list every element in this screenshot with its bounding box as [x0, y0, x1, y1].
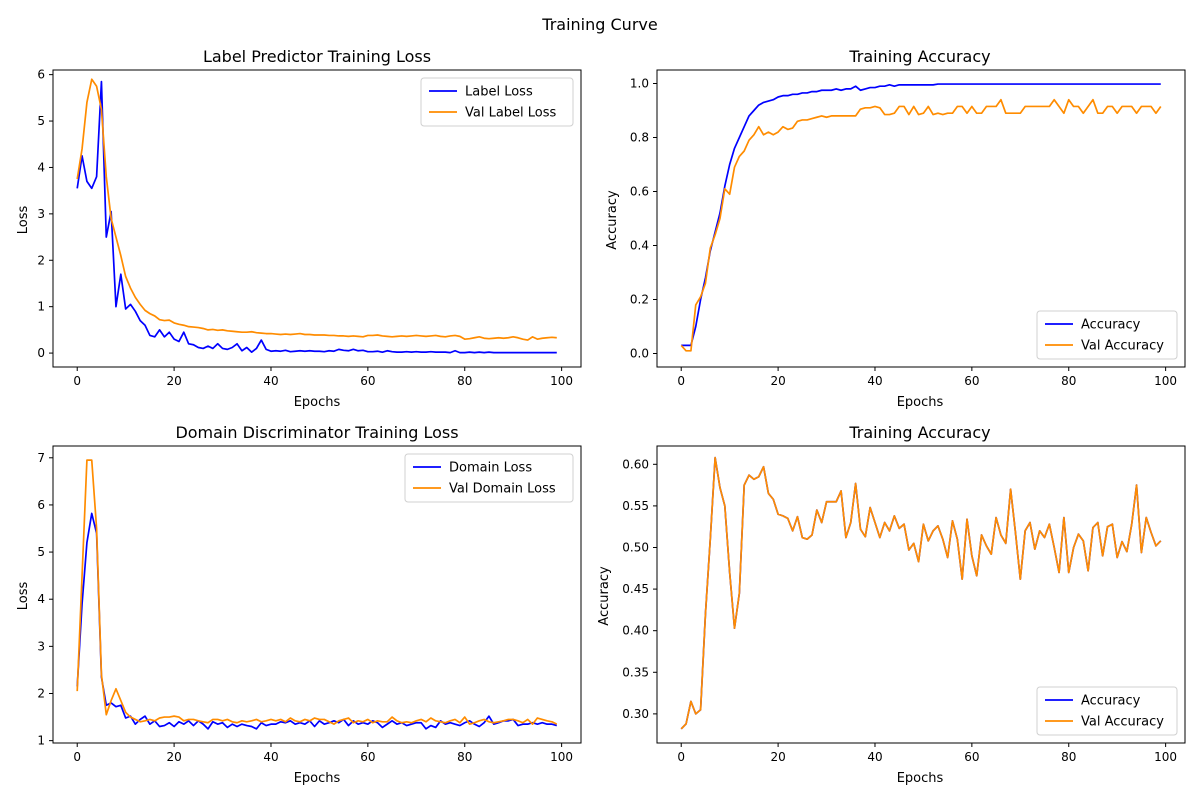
domain-accuracy-legend: Accuracy Val Accuracy [1036, 686, 1178, 736]
training-accuracy-y-tick-label: 0.8 [630, 131, 649, 145]
label-loss-legend-box [420, 77, 574, 127]
training-accuracy-chart-ylabel: Accuracy [605, 190, 620, 250]
domain-loss-x-tick-label: 20 [166, 750, 181, 764]
label-loss-legend-label: Label Loss [465, 85, 533, 100]
domain-accuracy-y-tick-label: 0.45 [622, 582, 649, 596]
training-accuracy-x-tick-label: 100 [1154, 374, 1177, 388]
label-loss-x-tick-label: 40 [263, 374, 278, 388]
training-accuracy-x-tick-label: 40 [867, 374, 882, 388]
training-accuracy-x-tick-label: 20 [770, 374, 785, 388]
training-accuracy-legend-label: Accuracy [1081, 318, 1141, 333]
training-accuracy-x-tick-label: 0 [677, 374, 685, 388]
domain-accuracy-y-tick-label: 0.55 [622, 499, 649, 513]
label-loss-y-tick-label: 1 [37, 300, 45, 314]
domain-accuracy-x-tick-label: 80 [1061, 750, 1076, 764]
domain-loss-legend-label: Val Domain Loss [449, 482, 556, 497]
label-loss-y-tick-label: 5 [37, 114, 45, 128]
domain-accuracy-x-tick-label: 40 [867, 750, 882, 764]
domain-loss-legend-box [404, 453, 574, 503]
domain-loss-axes-frame [52, 445, 582, 744]
label-loss-x-tick-label: 0 [73, 374, 81, 388]
training-accuracy-series-train-line [681, 83, 1161, 347]
domain-loss-x-tick-label: 100 [550, 750, 573, 764]
domain-accuracy-y-tick-label: 0.50 [622, 540, 649, 554]
label-loss-x-tick-label: 100 [550, 374, 573, 388]
domain-loss-x-tick-label: 60 [360, 750, 375, 764]
domain-accuracy-x-tick-label: 20 [770, 750, 785, 764]
label-loss-legend: Label Loss Val Label Loss [420, 77, 574, 127]
domain-accuracy-series-val-line [680, 456, 1162, 730]
domain-accuracy-y-tick-label: 0.40 [622, 624, 649, 638]
training-accuracy-y-tick-label: 0.2 [630, 293, 649, 307]
domain-accuracy-x-tick-label: 0 [677, 750, 685, 764]
label-loss-series-train-line [76, 80, 557, 354]
training-accuracy-y-tick-label: 0.0 [630, 347, 649, 361]
domain-accuracy-x-tick-label: 100 [1154, 750, 1177, 764]
label-loss-chart-title: Label Predictor Training Loss [203, 47, 431, 66]
domain-loss-y-tick-label: 4 [37, 592, 45, 606]
domain-accuracy-legend-label: Val Accuracy [1081, 715, 1164, 730]
domain-accuracy-x-tick-label: 60 [964, 750, 979, 764]
domain-loss-chart-xlabel: Epochs [294, 771, 341, 786]
domain-accuracy-legend-label: Accuracy [1081, 694, 1141, 709]
domain-loss-x-tick-label: 40 [263, 750, 278, 764]
domain-loss-y-tick-label: 7 [37, 451, 45, 465]
domain-accuracy-y-tick-label: 0.60 [622, 457, 649, 471]
training-accuracy-axes-frame [656, 69, 1186, 368]
training-accuracy-x-tick-label: 80 [1061, 374, 1076, 388]
domain-accuracy-chart-xlabel: Epochs [897, 771, 944, 786]
domain-loss-y-tick-label: 5 [37, 545, 45, 559]
training-accuracy-chart: Training Accuracy Epochs Accuracy 0 20 40 6… [605, 47, 1186, 410]
domain-accuracy-y-tick-label: 0.30 [622, 707, 649, 721]
domain-loss-series-train-line [76, 512, 558, 730]
training-accuracy-y-tick-label: 1.0 [630, 77, 649, 91]
label-loss-y-tick-label: 3 [37, 207, 45, 221]
domain-loss-chart-title: Domain Discriminator Training Loss [175, 423, 458, 442]
training-accuracy-chart-title: Training Accuracy [848, 47, 990, 66]
domain-loss-x-tick-label: 0 [73, 750, 81, 764]
training-accuracy-y-tick-label: 0.6 [630, 185, 649, 199]
label-loss-chart-ylabel: Loss [16, 206, 31, 235]
label-loss-y-tick-label: 6 [37, 68, 45, 82]
label-loss-x-tick-label: 20 [166, 374, 181, 388]
training-accuracy-chart-xlabel: Epochs [897, 395, 944, 410]
domain-loss-x-tick-label: 80 [457, 750, 472, 764]
domain-accuracy-y-tick-label: 0.35 [622, 665, 649, 679]
domain-loss-y-tick-label: 2 [37, 687, 45, 701]
label-loss-y-tick-label: 4 [37, 160, 45, 174]
domain-loss-legend-label: Domain Loss [449, 461, 532, 476]
label-loss-chart: Label Predictor Training Loss Epochs Los… [16, 47, 582, 410]
training-accuracy-legend: Accuracy Val Accuracy [1036, 310, 1178, 360]
label-loss-y-tick-label: 2 [37, 253, 45, 267]
domain-accuracy-chart-ylabel: Accuracy [597, 566, 612, 626]
label-loss-series-val-line [76, 78, 557, 341]
domain-accuracy-chart: Training Accuracy Epochs Accuracy 0 20 40 6… [597, 423, 1186, 786]
domain-accuracy-axes-frame [656, 445, 1186, 744]
label-loss-axes-frame [52, 69, 582, 368]
figure-suptitle: Training Curve [541, 15, 657, 34]
training-accuracy-series-val-line [680, 98, 1162, 352]
domain-loss-y-tick-label: 6 [37, 498, 45, 512]
training-accuracy-y-tick-label: 0.4 [630, 239, 649, 253]
domain-loss-legend: Domain Loss Val Domain Loss [404, 453, 574, 503]
domain-loss-y-tick-label: 3 [37, 639, 45, 653]
label-loss-legend-label: Val Label Loss [465, 106, 557, 121]
label-loss-x-tick-label: 80 [457, 374, 472, 388]
training-accuracy-legend-label: Val Accuracy [1081, 339, 1164, 354]
domain-loss-series-val-line [76, 459, 558, 725]
domain-loss-chart-ylabel: Loss [16, 582, 31, 611]
training-accuracy-legend-box [1036, 310, 1178, 360]
label-loss-y-tick-label: 0 [37, 346, 45, 360]
domain-loss-y-tick-label: 1 [37, 734, 45, 748]
domain-accuracy-legend-box [1036, 686, 1178, 736]
label-loss-x-tick-label: 60 [360, 374, 375, 388]
training-accuracy-x-tick-label: 60 [964, 374, 979, 388]
label-loss-chart-xlabel: Epochs [294, 395, 341, 410]
domain-loss-chart: Domain Discriminator Training Loss Epoch… [16, 423, 582, 786]
domain-accuracy-chart-title: Training Accuracy [848, 423, 990, 442]
